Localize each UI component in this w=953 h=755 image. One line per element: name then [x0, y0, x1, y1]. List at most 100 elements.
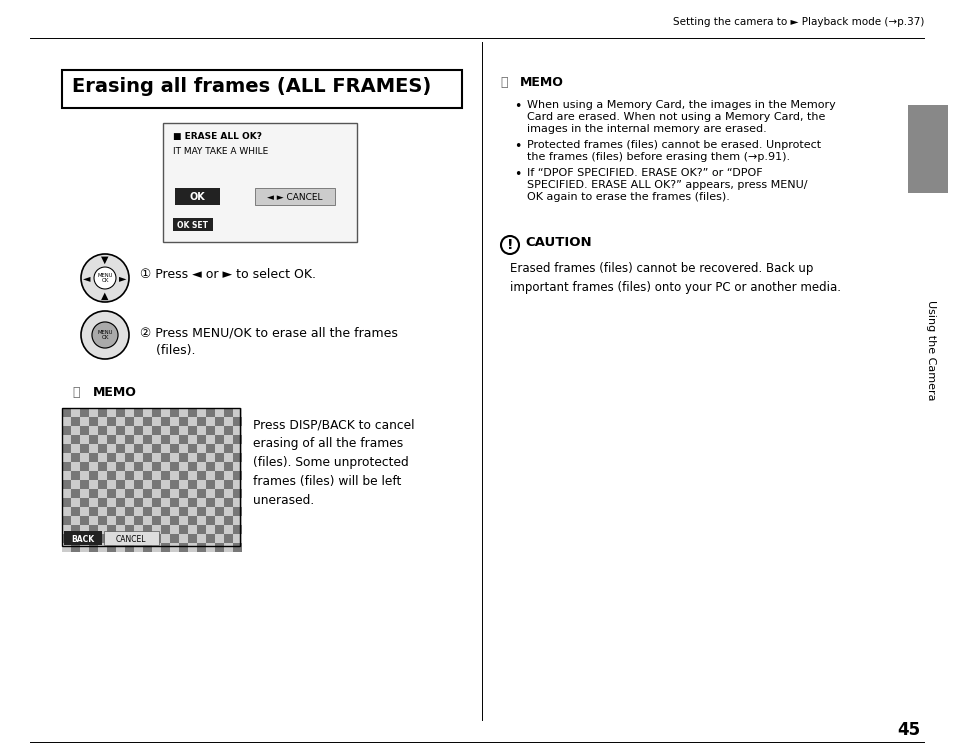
Bar: [80, 507, 89, 516]
Bar: [133, 453, 143, 462]
Bar: [80, 471, 89, 480]
Bar: [188, 444, 196, 453]
Bar: [107, 444, 116, 453]
Text: ■ ERASE ALL OK?: ■ ERASE ALL OK?: [172, 132, 262, 141]
Bar: [188, 507, 196, 516]
Bar: [107, 543, 116, 552]
Bar: [224, 507, 233, 516]
Text: CANCEL: CANCEL: [115, 535, 146, 544]
Bar: [143, 516, 152, 525]
Bar: [196, 471, 206, 480]
Bar: [170, 435, 179, 444]
Bar: [161, 507, 170, 516]
Bar: [80, 498, 89, 507]
Bar: [170, 516, 179, 525]
Bar: [143, 534, 152, 543]
Bar: [71, 444, 80, 453]
Bar: [107, 525, 116, 534]
Bar: [104, 531, 159, 545]
Text: Press DISP/BACK to cancel
erasing of all the frames
(files). Some unprotected
fr: Press DISP/BACK to cancel erasing of all…: [253, 418, 414, 507]
Text: 45: 45: [896, 721, 919, 739]
Bar: [161, 453, 170, 462]
Text: MENU
OK: MENU OK: [97, 273, 112, 283]
Bar: [196, 516, 206, 525]
Bar: [62, 525, 71, 534]
Bar: [152, 480, 161, 489]
Bar: [196, 408, 206, 417]
Bar: [179, 516, 188, 525]
Bar: [152, 444, 161, 453]
Bar: [161, 489, 170, 498]
Bar: [98, 525, 107, 534]
Bar: [152, 435, 161, 444]
Text: MEMO: MEMO: [92, 386, 136, 399]
Bar: [133, 408, 143, 417]
Bar: [214, 534, 224, 543]
Text: MEMO: MEMO: [519, 76, 563, 88]
Bar: [98, 426, 107, 435]
Bar: [80, 516, 89, 525]
Bar: [188, 525, 196, 534]
Bar: [98, 498, 107, 507]
Bar: [116, 498, 125, 507]
Bar: [214, 471, 224, 480]
Bar: [125, 453, 133, 462]
Bar: [196, 435, 206, 444]
Bar: [161, 525, 170, 534]
Bar: [188, 471, 196, 480]
Bar: [179, 444, 188, 453]
Bar: [907, 105, 947, 193]
Bar: [89, 435, 98, 444]
Bar: [98, 462, 107, 471]
Bar: [133, 516, 143, 525]
Bar: [206, 489, 214, 498]
Bar: [143, 489, 152, 498]
Bar: [133, 417, 143, 426]
Text: When using a Memory Card, the images in the Memory: When using a Memory Card, the images in …: [526, 100, 835, 110]
Bar: [152, 507, 161, 516]
Bar: [98, 435, 107, 444]
Bar: [172, 218, 213, 231]
Text: •: •: [514, 140, 521, 153]
Bar: [107, 426, 116, 435]
Bar: [174, 188, 220, 205]
Bar: [233, 525, 242, 534]
Bar: [206, 516, 214, 525]
Bar: [224, 489, 233, 498]
Bar: [98, 408, 107, 417]
Bar: [62, 408, 71, 417]
Bar: [214, 462, 224, 471]
Bar: [170, 480, 179, 489]
Bar: [152, 525, 161, 534]
Bar: [71, 516, 80, 525]
Bar: [179, 543, 188, 552]
Bar: [80, 462, 89, 471]
Bar: [89, 417, 98, 426]
Circle shape: [94, 267, 116, 289]
Bar: [62, 462, 71, 471]
Bar: [170, 489, 179, 498]
Bar: [89, 489, 98, 498]
Bar: [152, 462, 161, 471]
Circle shape: [500, 236, 518, 254]
Bar: [196, 462, 206, 471]
Bar: [116, 489, 125, 498]
Bar: [179, 408, 188, 417]
Bar: [71, 426, 80, 435]
Bar: [233, 516, 242, 525]
Bar: [125, 543, 133, 552]
Bar: [254, 188, 335, 205]
Bar: [62, 498, 71, 507]
Bar: [107, 534, 116, 543]
Bar: [170, 426, 179, 435]
Bar: [143, 498, 152, 507]
Bar: [89, 462, 98, 471]
Bar: [125, 435, 133, 444]
Bar: [89, 543, 98, 552]
Bar: [62, 480, 71, 489]
Bar: [188, 462, 196, 471]
Bar: [188, 417, 196, 426]
Bar: [170, 462, 179, 471]
Bar: [161, 426, 170, 435]
Bar: [71, 435, 80, 444]
